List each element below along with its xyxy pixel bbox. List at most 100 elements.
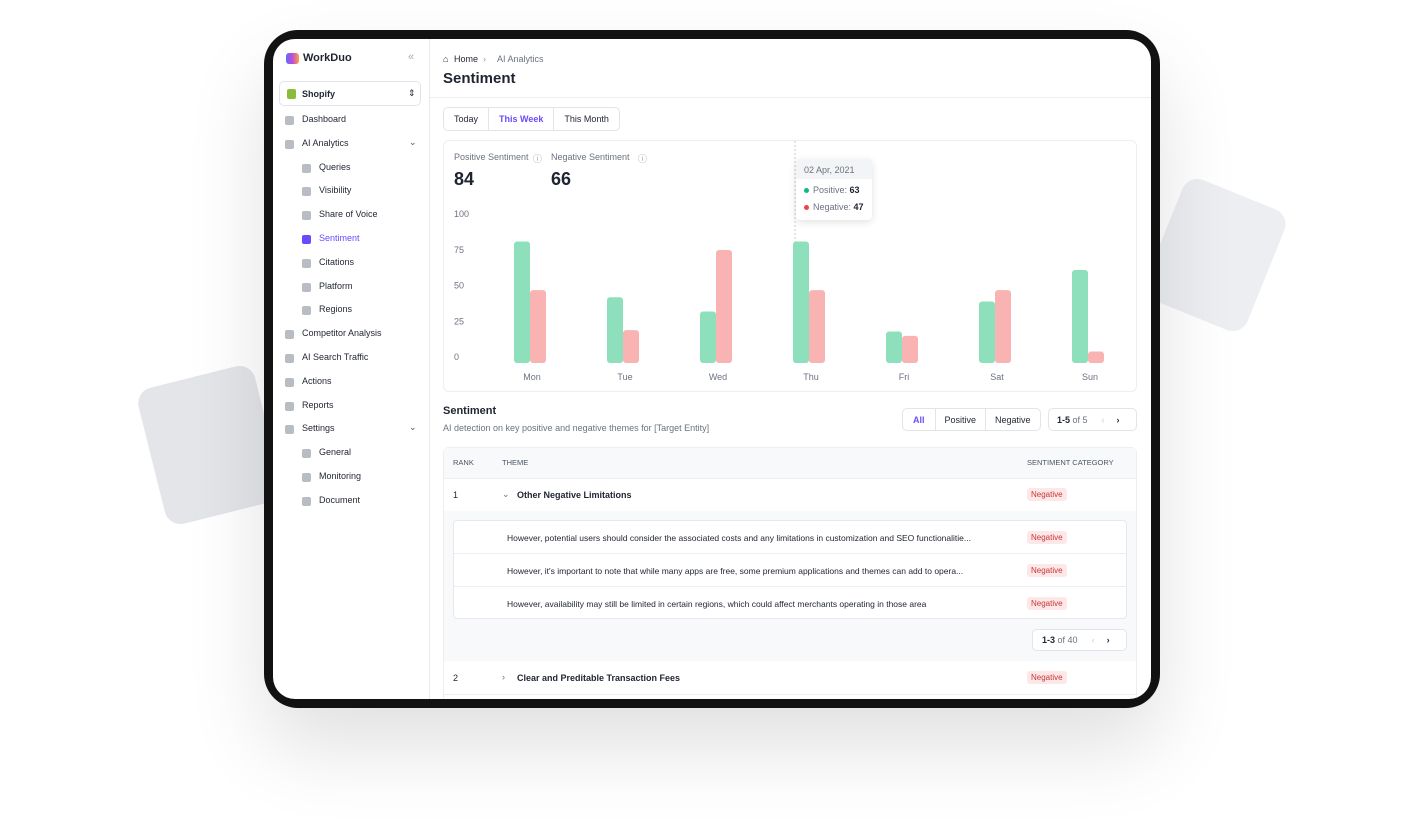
deco-right — [1139, 174, 1291, 336]
tooltip-value: 63 — [849, 185, 860, 195]
bar — [700, 311, 716, 363]
page-total: of 40 — [1057, 635, 1078, 645]
badge: Negative — [1027, 531, 1067, 544]
nav-icon — [302, 235, 311, 244]
sidebar: WorkDuo « Shopify ⇕ Dashboard AI Analytic… — [273, 39, 430, 699]
table-head — [444, 448, 1136, 479]
tooltip-item: Negative: 47 — [804, 202, 864, 212]
filter[interactable]: All — [902, 408, 936, 431]
nav-icon — [285, 401, 294, 411]
nav-item[interactable]: Document — [319, 494, 361, 505]
workspace-select[interactable]: Shopify ⇕ — [279, 81, 421, 106]
x-tick-label: Wed — [709, 372, 727, 382]
nav-item[interactable]: AI Search Traffic — [302, 352, 369, 362]
pagination: 1-5 of 5 ‹ › — [1048, 408, 1137, 431]
tab[interactable]: Today — [443, 107, 490, 131]
x-tick-label: Tue — [617, 372, 632, 382]
nav-item[interactable]: AI Analytics — [302, 137, 349, 148]
nav-icon — [302, 258, 311, 268]
brand: WorkDuo — [303, 52, 352, 64]
nav-item[interactable]: Settings — [302, 423, 335, 434]
x-tick-label: Sun — [1082, 372, 1098, 382]
nav-item[interactable]: Visibility — [319, 185, 352, 196]
stat-info: ⓘ — [638, 154, 648, 164]
bar — [1072, 270, 1088, 363]
table: RANK THEME SENTIMENT CATEGORY 1 ⌄ Other Negat… — [443, 447, 1137, 699]
nav-item[interactable]: Reports — [302, 399, 334, 410]
tooltip-date: 02 Apr, 2021 — [796, 159, 872, 179]
bar — [995, 290, 1011, 363]
theme: Clear and Preditable Transaction Fees — [517, 673, 681, 683]
y-tick-label: 50 — [454, 281, 464, 291]
home-icon: ⌂ — [443, 54, 449, 64]
y-tick-label: 25 — [454, 316, 464, 326]
nav-item[interactable]: Regions — [319, 304, 353, 315]
select-arrow: ⇕ — [408, 88, 416, 98]
page-total: of 5 — [1072, 414, 1088, 425]
tooltip-dot — [804, 188, 809, 193]
tooltip-value: 47 — [853, 202, 864, 212]
nav-item[interactable]: Dashboard — [302, 114, 347, 124]
rank: 1 — [453, 490, 459, 500]
next[interactable]: › — [1116, 414, 1120, 425]
tooltip-dot — [804, 205, 809, 210]
nav-item[interactable]: Monitoring — [319, 471, 362, 481]
nav-item[interactable]: Actions — [302, 375, 332, 386]
bar — [979, 301, 995, 363]
section-title: Sentiment — [443, 405, 497, 417]
table-header: RANK — [453, 458, 474, 467]
stat-value: 66 — [551, 169, 572, 189]
prev[interactable]: ‹ — [1101, 414, 1105, 425]
brand-logo — [286, 53, 299, 64]
deco-left — [134, 362, 286, 528]
collapse[interactable]: « — [408, 51, 415, 63]
nav-item[interactable]: Sentiment — [319, 233, 360, 243]
nav-icon — [285, 116, 294, 125]
bar — [809, 290, 825, 363]
nav-icon — [285, 425, 294, 435]
tab[interactable]: This Month — [553, 107, 620, 131]
x-tick-label: Sat — [990, 372, 1004, 382]
page-range: 1-5 — [1057, 414, 1071, 425]
bar — [607, 297, 623, 363]
nav-item[interactable]: Share of Voice — [319, 209, 378, 220]
bar — [716, 250, 732, 363]
expander: ⌄ — [502, 489, 510, 499]
rank: 2 — [453, 673, 459, 683]
breadcrumb-home[interactable]: Home — [454, 54, 479, 64]
nav-item[interactable]: General — [319, 447, 352, 458]
badge: Negative — [1027, 597, 1067, 610]
bar — [530, 290, 546, 363]
nav-item[interactable]: Citations — [319, 256, 355, 267]
nav-icon — [302, 473, 311, 482]
nav-item[interactable]: Platform — [319, 280, 353, 291]
tooltip: 02 Apr, 2021 Positive: 63 Negative: 47 — [796, 159, 872, 220]
workspace-icon — [287, 89, 296, 99]
nav-icon — [302, 163, 311, 173]
prev[interactable]: ‹ — [1091, 635, 1095, 645]
sub-pagination: 1-3 of 40 ‹ › — [1032, 629, 1127, 651]
stat-info: ⓘ — [533, 154, 543, 164]
row[interactable] — [444, 661, 1136, 695]
tabs: Today This Week This Month — [443, 107, 620, 131]
nav-icon — [302, 496, 311, 506]
y-tick-label: 100 — [454, 209, 469, 219]
nav-item[interactable]: Competitor Analysis — [302, 328, 382, 339]
filter[interactable]: Negative — [985, 408, 1041, 431]
badge: Negative — [1027, 564, 1067, 577]
nav-icon — [302, 282, 311, 292]
filters: All Positive Negative — [902, 408, 1041, 431]
detail-text: However, potential users should consider… — [507, 533, 971, 543]
nav-item[interactable]: Queries — [319, 161, 351, 172]
bar — [902, 335, 918, 363]
detail-area: However, potential users should consider… — [444, 511, 1136, 661]
x-tick-label: Fri — [899, 372, 910, 382]
nav-chevron: ⌄ — [409, 136, 417, 147]
theme: Other Negative Limitations — [517, 490, 632, 500]
bar — [886, 331, 902, 363]
tab[interactable]: This Week — [488, 107, 555, 131]
next[interactable]: › — [1106, 635, 1110, 645]
nav-icon — [302, 187, 311, 197]
filter[interactable]: Positive — [934, 408, 987, 431]
